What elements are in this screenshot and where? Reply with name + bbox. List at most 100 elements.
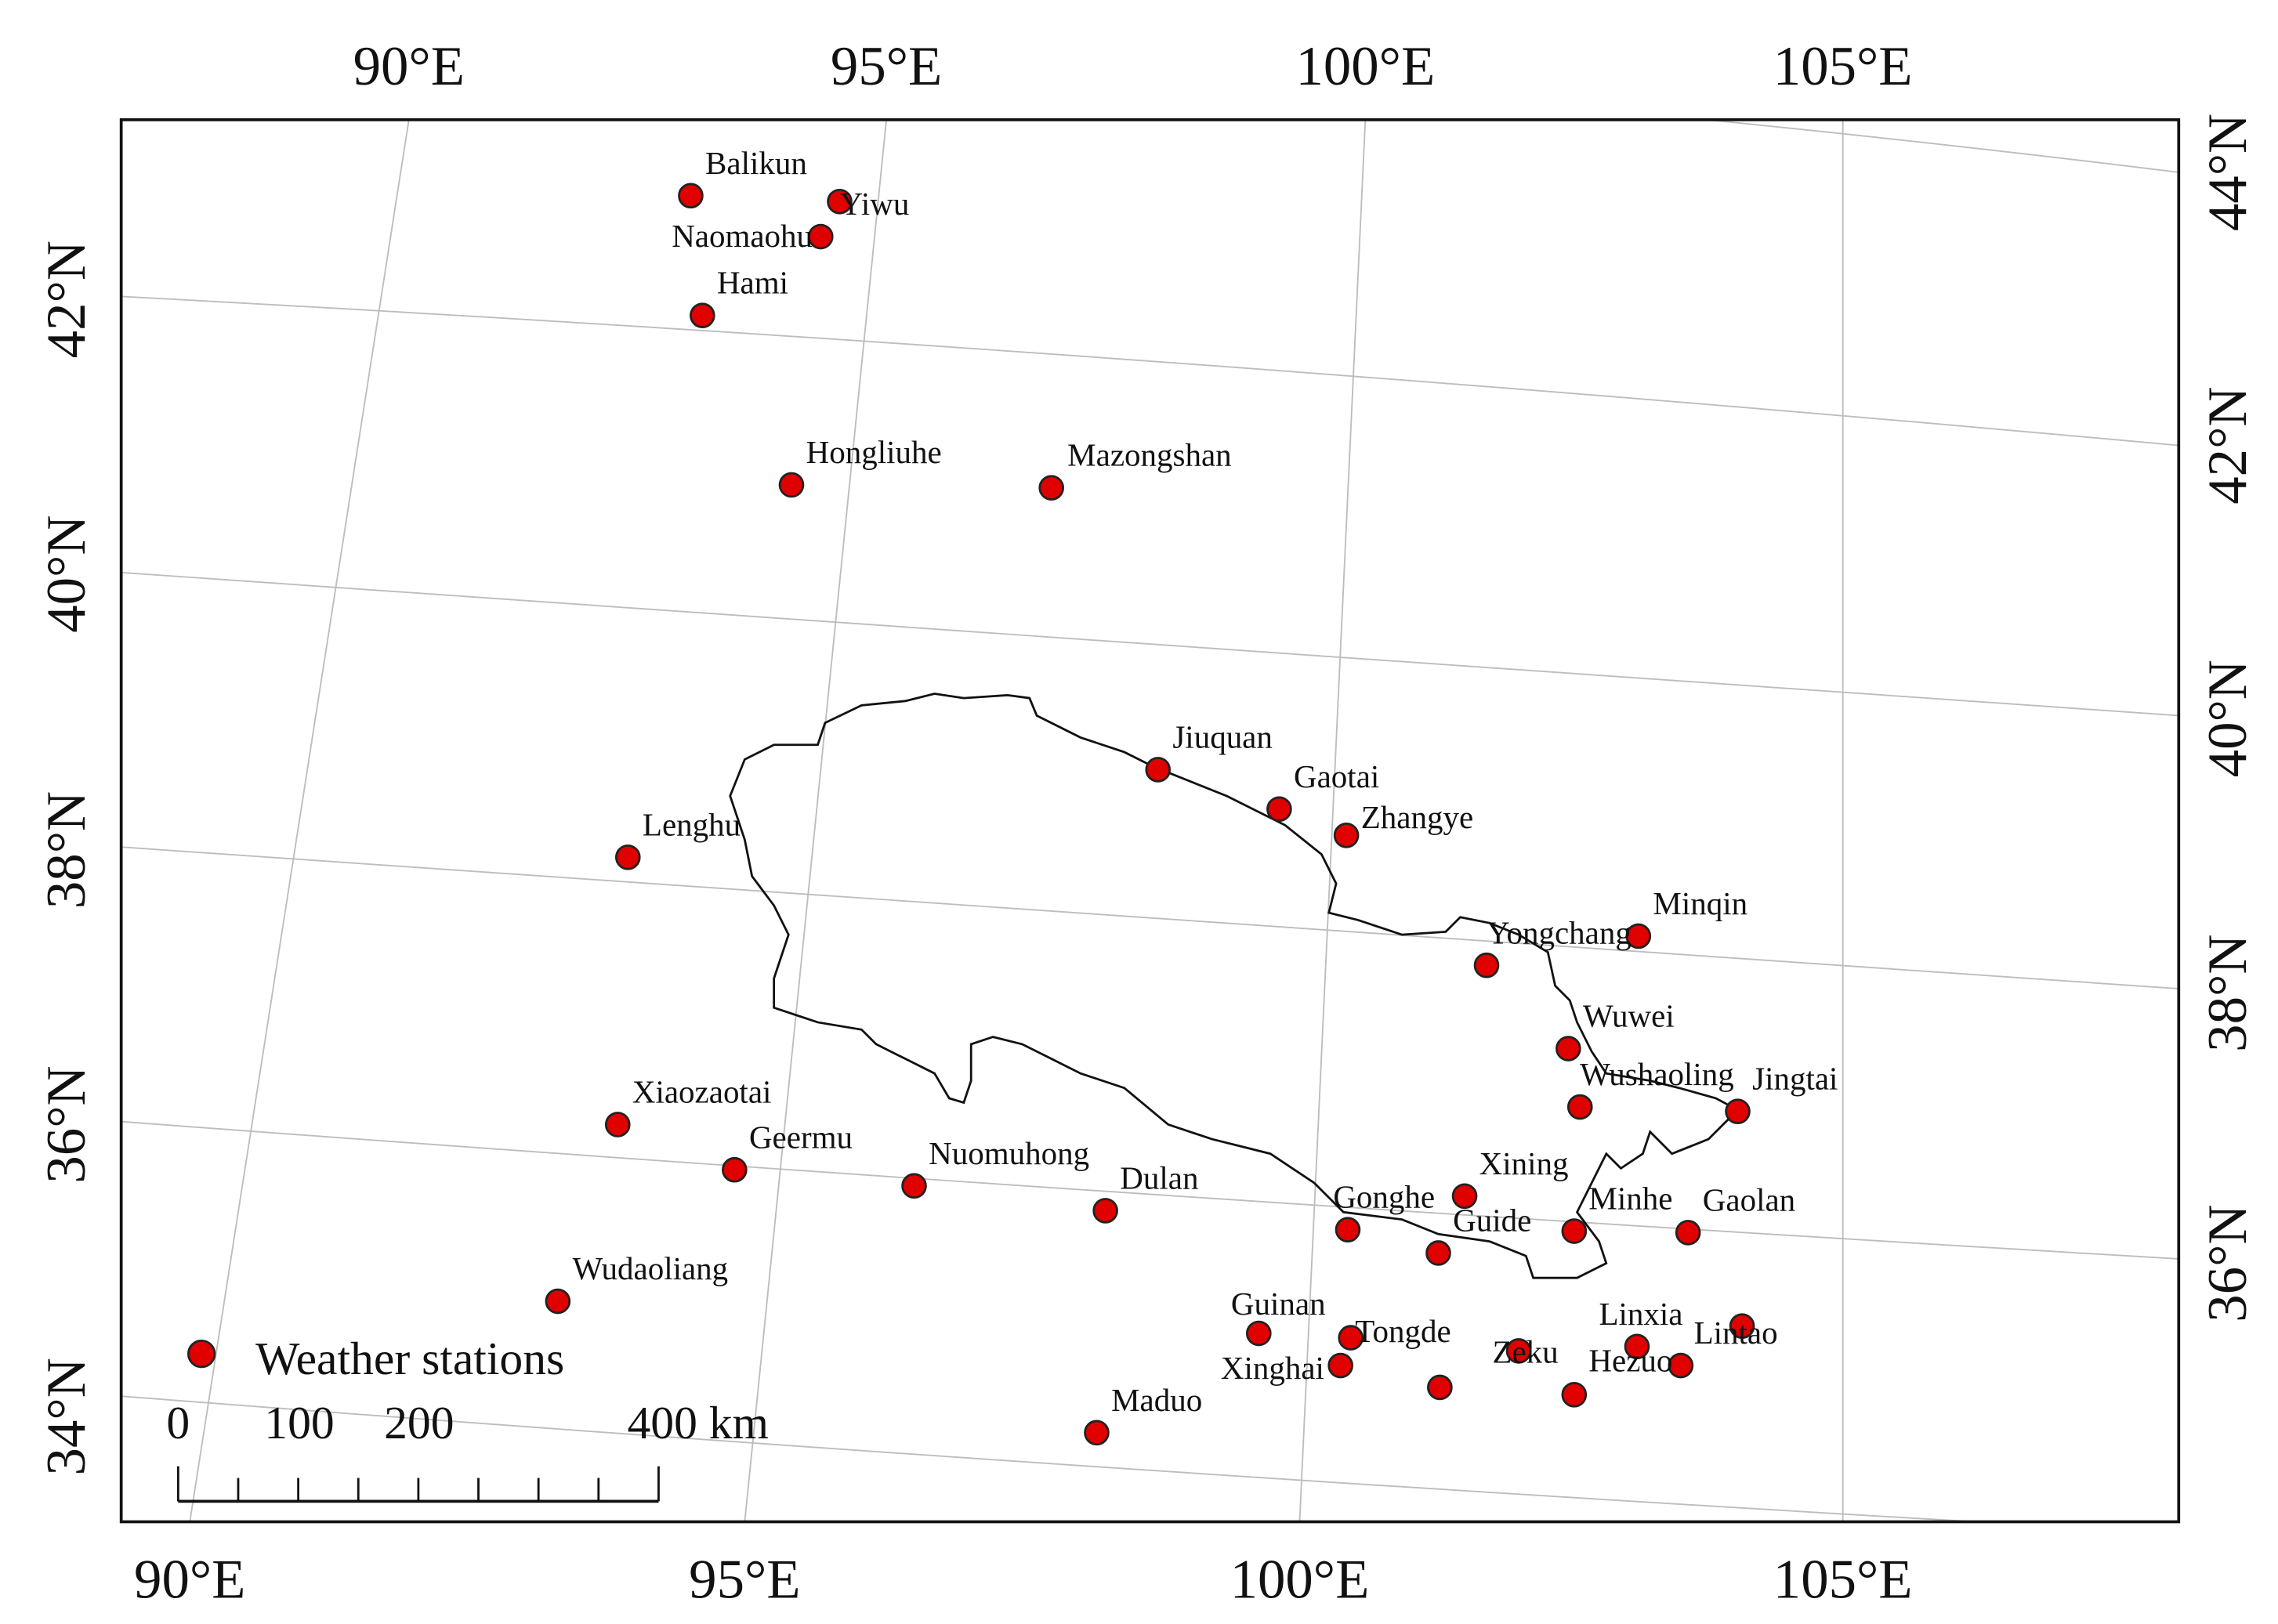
station-label: Xiaozaotai: [632, 1073, 772, 1109]
station-dot: [1451, 1183, 1478, 1210]
station-label: Hezuo: [1588, 1342, 1672, 1378]
station-label: Minqin: [1653, 885, 1747, 921]
station-dot: [1725, 1098, 1751, 1124]
station-dot: [1555, 1036, 1581, 1062]
meridian: [189, 119, 410, 1522]
lat-label: 40°N: [36, 515, 97, 632]
lon-label: 95°E: [689, 1549, 800, 1610]
station-label: Mazongshan: [1067, 437, 1231, 473]
station-dot: [901, 1173, 927, 1199]
station-label: Xining: [1479, 1145, 1569, 1181]
station-dot: [1335, 1217, 1361, 1242]
station-label: Yiwu: [839, 186, 909, 222]
meridian: [744, 119, 888, 1522]
station-label: Maduo: [1111, 1382, 1202, 1418]
lon-label: 105°E: [1773, 36, 1913, 97]
station-dot: [827, 188, 853, 215]
scale-label: 400 km: [627, 1397, 769, 1449]
station-dot: [1145, 757, 1172, 783]
lat-label: 34°N: [36, 1358, 97, 1475]
station-label: Hami: [717, 265, 788, 301]
station-dot: [1566, 1094, 1593, 1120]
station-dot: [1338, 1325, 1364, 1351]
station-label: Naomaohu: [672, 218, 813, 254]
lat-label: 44°N: [2197, 114, 2258, 231]
station-label: Tongde: [1355, 1313, 1450, 1349]
station-label: Guide: [1453, 1203, 1531, 1239]
station-label: Dulan: [1120, 1159, 1198, 1195]
parallel: [121, 1395, 1987, 1522]
station-label: Gaolan: [1703, 1181, 1795, 1217]
station-label: Jingtai: [1752, 1061, 1838, 1097]
station-label: Zeku: [1492, 1333, 1558, 1369]
legend-dot: [187, 1339, 216, 1369]
station-dot: [545, 1288, 571, 1315]
legend-label: Weather stations: [255, 1333, 564, 1384]
station-dot: [604, 1112, 631, 1138]
parallel: [121, 1120, 2179, 1260]
basin-outline: [729, 693, 1740, 1279]
station-dot: [1505, 1338, 1532, 1364]
station-dot: [1245, 1320, 1272, 1347]
station-dot: [690, 302, 715, 328]
station-label: Lenghu: [643, 806, 741, 842]
parallel: [121, 571, 2179, 717]
station-dot: [1624, 1333, 1650, 1360]
lat-label: 38°N: [2197, 935, 2258, 1052]
meridian: [1298, 119, 1367, 1522]
station-dot: [1333, 823, 1360, 848]
station-dot: [678, 183, 704, 209]
station-dot: [1425, 1240, 1451, 1266]
lon-label: 90°E: [353, 36, 465, 97]
station-label: Gonghe: [1333, 1179, 1435, 1215]
station-dot: [1675, 1220, 1701, 1246]
station-label: Minhe: [1588, 1181, 1672, 1217]
station-dot: [1327, 1352, 1353, 1379]
station-dot: [1084, 1420, 1110, 1446]
station-dot: [807, 223, 834, 250]
lat-label: 42°N: [36, 241, 97, 358]
station-label: Balikun: [705, 145, 807, 181]
station-label: Gaotai: [1294, 758, 1379, 794]
station-dot: [1729, 1313, 1755, 1340]
station-label: Wushaoling: [1580, 1056, 1733, 1092]
station-label: Guinan: [1231, 1286, 1326, 1322]
station-dot: [722, 1156, 748, 1183]
station-label: Yongchang: [1487, 914, 1632, 950]
scale-label: 200: [384, 1397, 454, 1449]
lon-label: 90°E: [134, 1549, 245, 1610]
station-dot: [1473, 952, 1500, 978]
lon-label: 95°E: [831, 36, 942, 97]
lon-label: 105°E: [1773, 1549, 1913, 1610]
lon-label: 100°E: [1230, 1549, 1370, 1610]
features: 90°E 95°E 100°E 105°E 90°E 95°E 100°E 105°E 34°N…: [36, 36, 2258, 1610]
lat-label: 36°N: [2197, 1204, 2258, 1322]
station-dot: [1561, 1382, 1588, 1408]
station-dot: [1092, 1198, 1118, 1224]
station-label: Hongliuhe: [806, 434, 942, 470]
parallel: [121, 295, 2179, 447]
station-label: Wudaoliang: [572, 1250, 728, 1286]
scale-label: 100: [264, 1397, 334, 1449]
lat-label: 42°N: [2197, 386, 2258, 504]
station-dot: [1266, 796, 1292, 823]
lon-label: 100°E: [1295, 36, 1435, 97]
station-dot: [1038, 475, 1064, 501]
station-label: Wuwei: [1583, 998, 1675, 1034]
lat-label: 40°N: [2197, 660, 2258, 777]
station-dot: [1427, 1374, 1453, 1401]
scale-label: 0: [166, 1397, 190, 1449]
station-label: Lintao: [1694, 1315, 1778, 1351]
station-label: Jiuquan: [1172, 718, 1273, 754]
lat-label: 38°N: [36, 791, 97, 909]
station-label: Geermu: [749, 1119, 853, 1155]
station-dot: [1625, 923, 1652, 949]
map-frame: [119, 118, 2181, 1524]
station-dot: [1561, 1218, 1588, 1244]
station-dot: [1668, 1352, 1694, 1379]
station-dot: [778, 472, 805, 498]
station-label: Nuomuhong: [929, 1135, 1089, 1171]
